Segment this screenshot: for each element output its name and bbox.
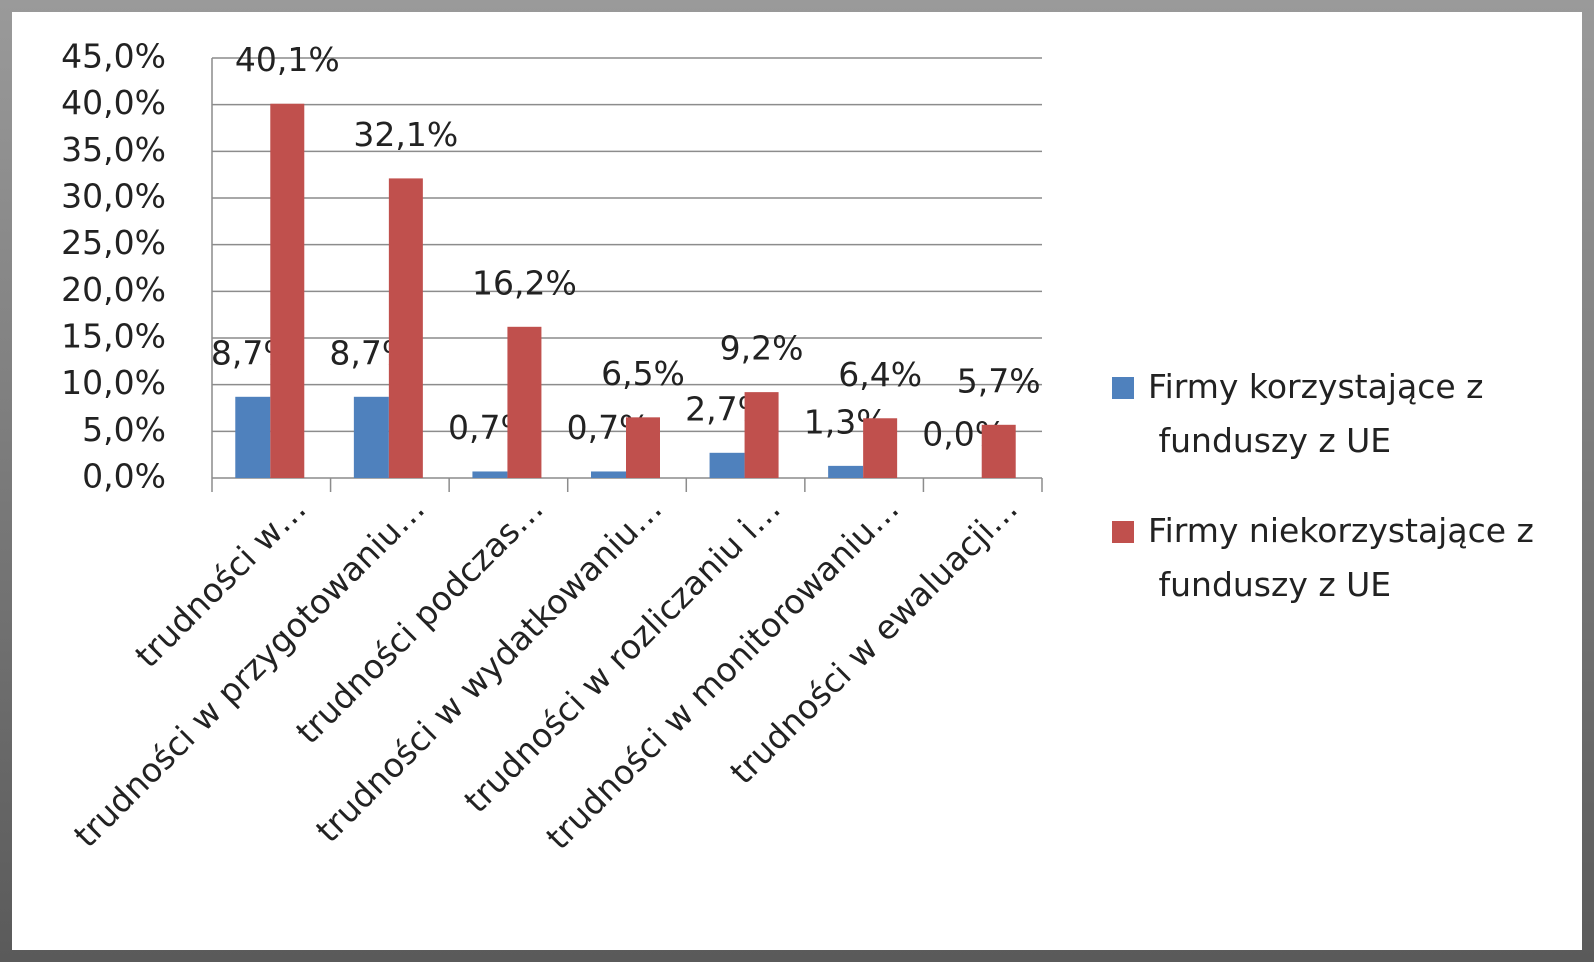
y-tick-label: 5,0% — [82, 410, 166, 449]
chart-background — [12, 12, 1582, 950]
y-tick-label: 25,0% — [61, 223, 166, 262]
bar — [709, 452, 745, 478]
legend-swatch — [1112, 521, 1134, 543]
bar — [270, 103, 305, 478]
y-tick-label: 10,0% — [61, 363, 166, 402]
bar — [591, 471, 626, 478]
y-tick-label: 0,0% — [82, 457, 166, 496]
bar — [472, 471, 508, 478]
data-label: 9,2% — [720, 329, 804, 368]
y-tick-label: 45,0% — [61, 37, 166, 76]
bar — [863, 418, 898, 478]
data-label: 6,4% — [838, 355, 922, 394]
data-label: 5,7% — [957, 361, 1041, 400]
data-label: 32,1% — [353, 115, 458, 154]
legend-swatch — [1112, 377, 1134, 399]
bar — [507, 326, 542, 478]
y-tick-label: 30,0% — [61, 177, 166, 216]
bar — [626, 417, 660, 478]
bar — [981, 424, 1016, 478]
y-tick-label: 20,0% — [61, 270, 166, 309]
legend-label: Firmy niekorzystające z funduszy z UE — [1148, 511, 1534, 604]
data-label: 40,1% — [235, 40, 340, 79]
bar — [235, 396, 271, 478]
bar — [744, 392, 779, 478]
bar — [388, 178, 423, 478]
y-tick-label: 40,0% — [61, 83, 166, 122]
y-tick-label: 35,0% — [61, 130, 166, 169]
y-tick-label: 15,0% — [61, 317, 166, 356]
data-label: 16,2% — [472, 263, 577, 302]
bar — [353, 396, 389, 478]
data-label: 6,5% — [601, 354, 685, 393]
legend-label: Firmy korzystające z funduszy z UE — [1148, 367, 1483, 460]
bar — [828, 465, 864, 478]
